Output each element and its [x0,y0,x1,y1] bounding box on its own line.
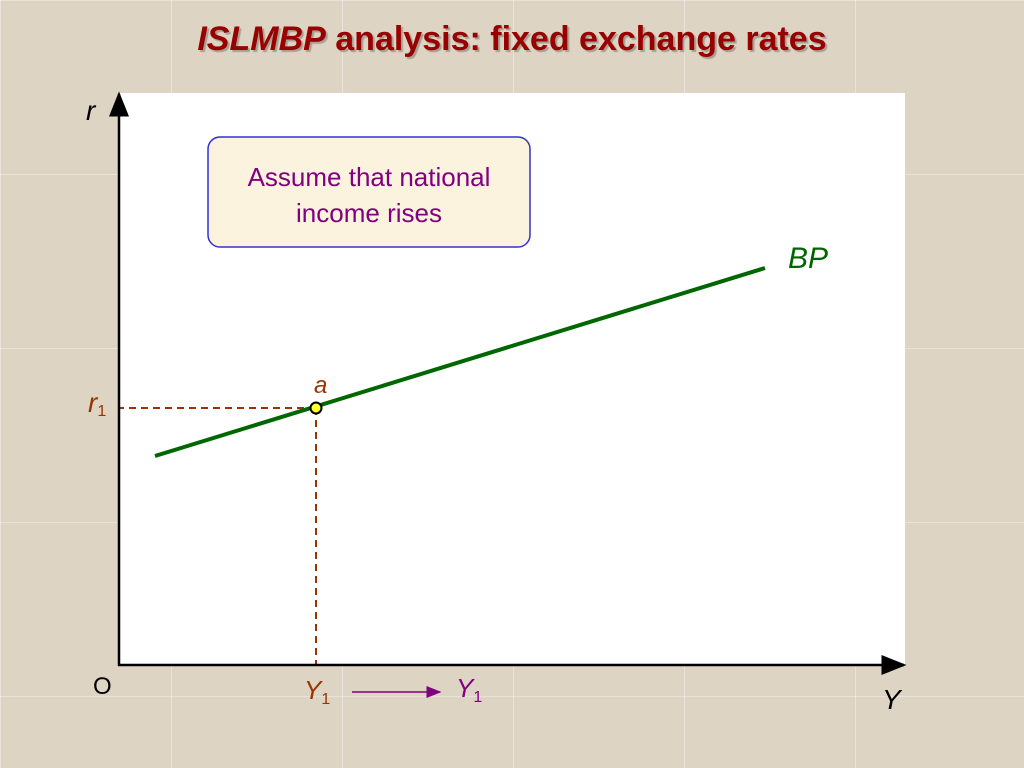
y1-main: Y [304,675,323,705]
y1-new-main: Y [456,673,475,703]
r1-sub: 1 [97,403,106,420]
bp-curve [154,266,766,458]
point-label: a [314,372,327,399]
origin-label: O [93,673,112,700]
title-italic: ISLMBP [197,20,326,58]
y1-sub: 1 [321,691,330,708]
y1-new-label: Y1 [456,673,482,706]
y1-label: Y1 [304,675,330,708]
x-axis-label: Y [882,684,903,715]
y1-new-sub: 1 [473,689,482,706]
bp-label: BP [788,242,828,275]
note-box [207,136,531,248]
r1-main: r [88,387,99,418]
note-line: income rises [296,198,442,228]
slide-title: ISLMBP analysis: fixed exchange rates [0,20,1024,59]
title-rest: analysis: fixed exchange rates [335,20,827,58]
note-line: Assume that national [248,162,491,192]
r1-label: r1 [88,387,106,420]
point-a [309,401,323,415]
y-axis-label: r [86,95,97,126]
